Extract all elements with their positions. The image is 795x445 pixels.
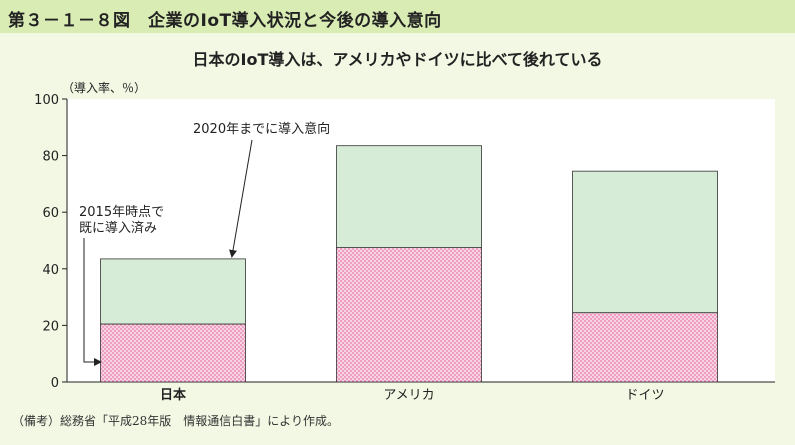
y-axis-label: （導入率、％） [62,80,146,95]
y-tick-label: 40 [42,263,59,278]
x-tick-label: 日本 [160,387,186,403]
annotation-arrow-2015 [83,238,102,366]
bar-ドイツ-series-2 [572,170,718,314]
x-tick-label: アメリカ [383,388,434,403]
figure-header: 第３－１－８図 企業のIoT導入状況と今後の導入意向 [0,0,795,33]
annotation-2020-intent: 2020年までに導入意向 [193,121,330,137]
bar-アメリカ-series-2 [336,145,482,248]
bar-ドイツ-series-1 [572,312,718,383]
y-tick-label: 0 [51,376,59,391]
y-tick-label: 20 [42,319,59,334]
figure-note: （備考）総務省「平成28年版 情報通信白書」により作成。 [12,414,340,428]
annotation-2015-adopted-line: 既に導入済み [79,220,157,236]
y-tick-label: 60 [42,206,59,221]
chart-area: （導入率、％） 0 20 40 60 80 100 日本 アメリカ ドイツ 2020年までに導… [34,80,775,403]
bar-日本-series-1 [100,323,246,383]
annotation-2015-adopted-line: 2015年時点で [79,205,164,220]
figure-title: 第３－１－８図 企業のIoT導入状況と今後の導入意向 [8,11,442,31]
annotation-arrow-2020 [229,139,253,258]
bar-アメリカ-series-1 [336,247,482,383]
bar-日本-series-2 [100,258,246,325]
chart-title: 日本のIoT導入は、アメリカやドイツに比べて後れている [192,50,603,69]
y-tick-label: 80 [42,150,59,165]
y-tick-label: 100 [34,93,59,108]
x-tick-label: ドイツ [625,388,664,403]
